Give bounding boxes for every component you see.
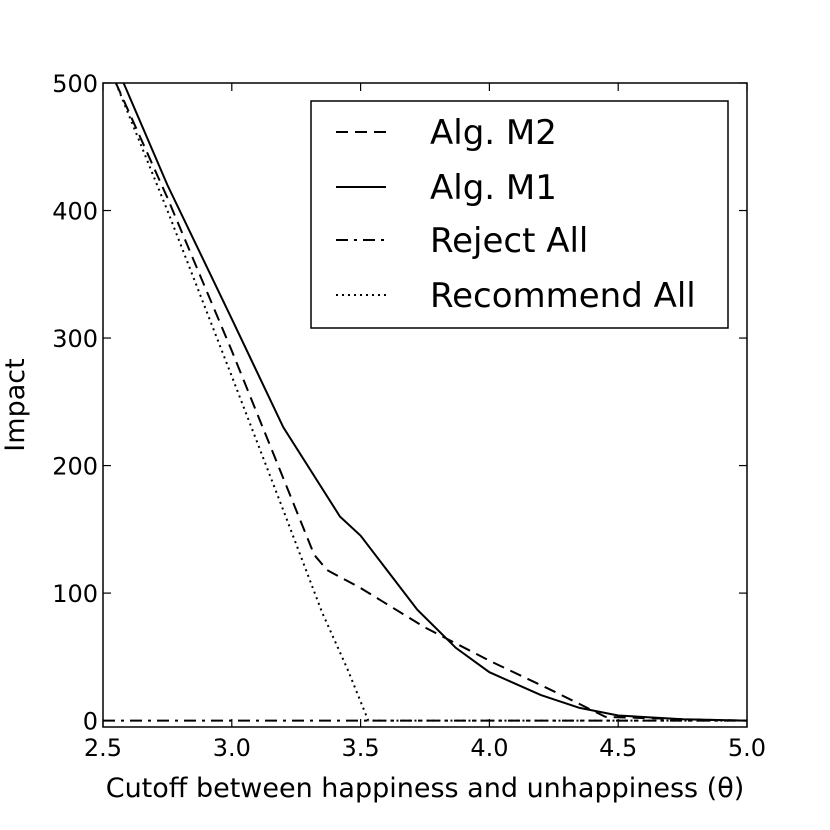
legend-frame bbox=[310, 100, 729, 329]
series-line bbox=[122, 82, 748, 722]
x-tick-label: 5.0 bbox=[728, 734, 766, 762]
series-line bbox=[114, 82, 748, 722]
y-axis-label: Impact bbox=[0, 358, 31, 451]
y-tick-label: 0 bbox=[83, 708, 98, 736]
y-tick-label: 500 bbox=[52, 70, 98, 98]
y-tick-label: 400 bbox=[52, 198, 98, 226]
plot-frame bbox=[102, 82, 748, 728]
legend-label: Reject All bbox=[430, 221, 588, 261]
x-tick-label: 4.5 bbox=[599, 734, 637, 762]
legend: Alg. M2 Alg. M1 Reject All Recommend All bbox=[310, 100, 729, 329]
legend-label: Alg. M1 bbox=[430, 168, 557, 208]
y-tick-label: 100 bbox=[52, 580, 98, 608]
x-tick-label: 4.0 bbox=[470, 734, 508, 762]
legend-label: Recommend All bbox=[430, 276, 696, 316]
series-layer bbox=[103, 82, 748, 722]
x-tick-label: 3.5 bbox=[342, 734, 380, 762]
legend-label: Alg. M2 bbox=[430, 113, 557, 153]
y-tick-label: 200 bbox=[52, 453, 98, 481]
x-tick-label: 3.0 bbox=[213, 734, 251, 762]
x-tick-label: 2.5 bbox=[84, 734, 122, 762]
y-tick-label: 300 bbox=[52, 325, 98, 353]
ticks-layer: 2.5 3.0 3.5 4.0 4.5 5.0 0 100 200 300 400 500 bbox=[52, 70, 766, 762]
x-axis-label: Cutoff between happiness and unhappiness… bbox=[106, 773, 745, 804]
